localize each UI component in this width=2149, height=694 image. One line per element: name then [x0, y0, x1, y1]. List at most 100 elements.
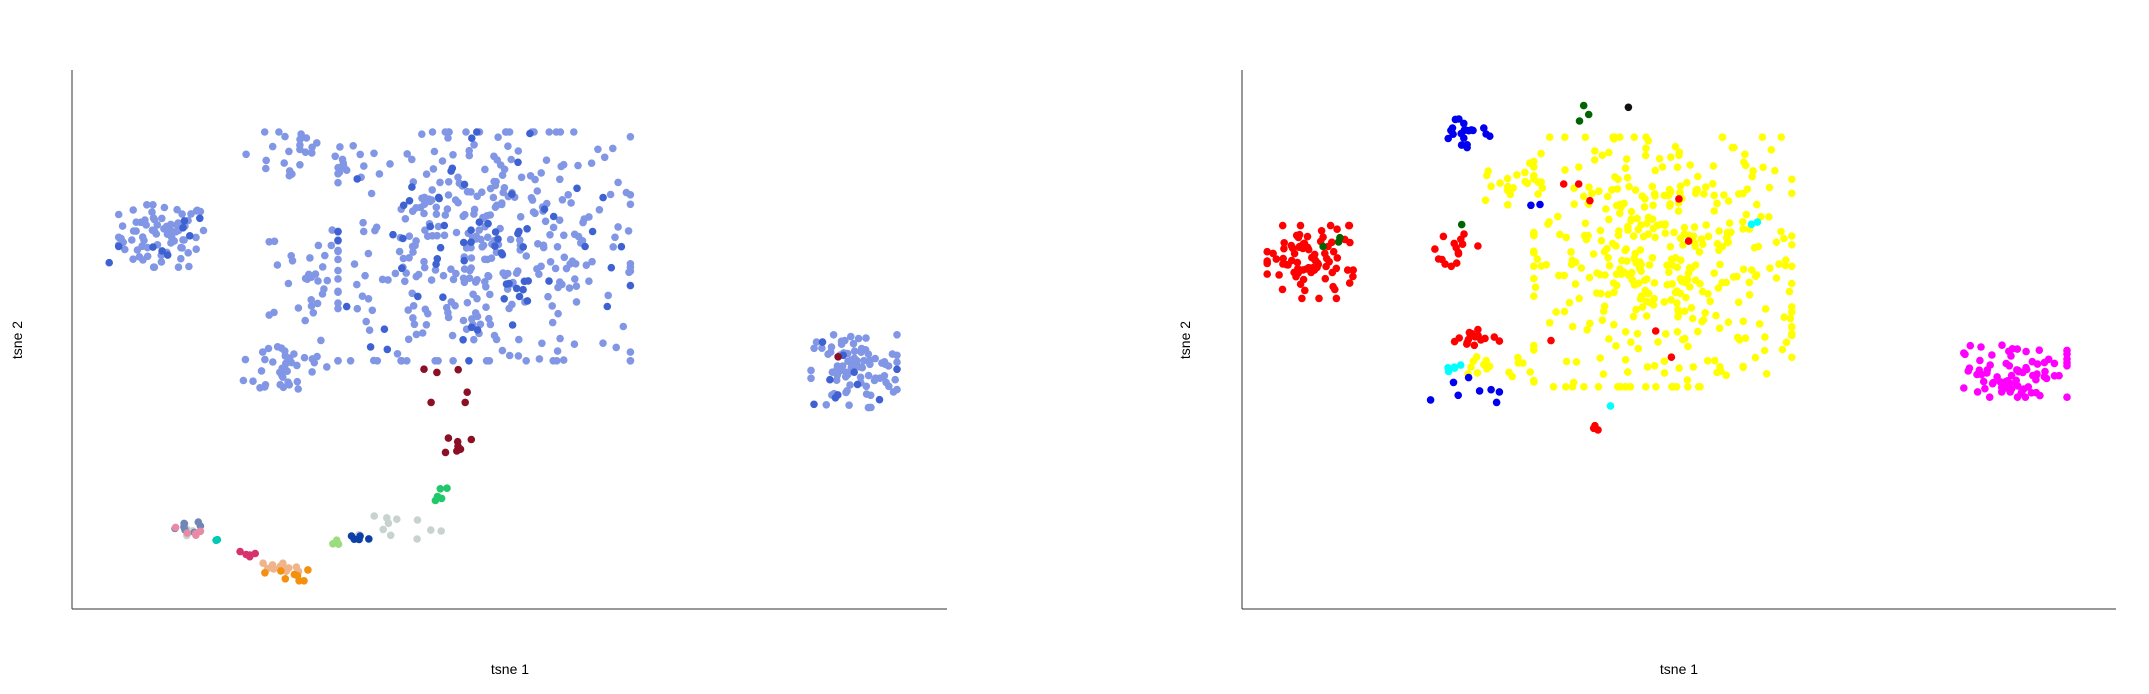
data-point	[1460, 119, 1468, 128]
data-point	[412, 330, 421, 339]
data-point	[1585, 273, 1594, 282]
data-point	[1604, 290, 1613, 299]
data-point	[490, 331, 499, 340]
data-point	[1467, 363, 1475, 371]
data-point	[105, 258, 113, 267]
data-point	[1618, 267, 1626, 276]
data-point	[526, 129, 534, 138]
data-point	[1450, 363, 1459, 372]
data-point	[365, 326, 374, 335]
data-point	[1724, 318, 1733, 327]
data-point	[1741, 150, 1749, 159]
data-point	[1745, 291, 1754, 299]
data-point	[413, 516, 422, 524]
data-point	[1702, 183, 1710, 191]
data-point	[1526, 368, 1534, 376]
data-point	[1701, 309, 1709, 317]
data-point	[1495, 337, 1504, 345]
data-point	[1722, 371, 1730, 380]
data-point	[148, 226, 157, 234]
data-point	[558, 196, 567, 204]
data-point	[241, 355, 250, 364]
data-point	[1328, 268, 1337, 277]
data-point	[1345, 279, 1354, 287]
data-point	[1457, 220, 1466, 229]
data-point	[2006, 388, 2014, 396]
data-point	[885, 382, 893, 391]
data-point	[353, 304, 362, 313]
data-point	[1777, 133, 1786, 141]
data-point	[1454, 248, 1463, 257]
data-point	[335, 168, 344, 177]
data-point	[1509, 184, 1517, 192]
data-point	[1782, 338, 1791, 347]
data-point	[1713, 240, 1722, 248]
data-point	[1608, 186, 1616, 194]
data-point	[537, 169, 545, 177]
data-point	[143, 201, 151, 209]
data-point	[426, 222, 435, 231]
data-point	[436, 243, 445, 252]
data-point	[588, 227, 597, 236]
data-point	[1648, 182, 1657, 191]
data-point	[1710, 191, 1718, 200]
data-point	[196, 527, 205, 536]
data-point	[1687, 264, 1696, 272]
data-point	[810, 344, 818, 353]
data-point	[489, 193, 498, 202]
data-point	[1322, 262, 1330, 271]
data-point	[1651, 327, 1660, 335]
data-point	[365, 535, 373, 543]
data-point	[1710, 269, 1718, 278]
data-point	[375, 170, 384, 178]
data-point	[2018, 387, 2026, 395]
data-point	[297, 130, 305, 138]
data-point	[143, 252, 152, 261]
data-point	[850, 347, 859, 356]
data-point	[418, 329, 427, 337]
data-point	[2012, 379, 2020, 387]
data-point	[386, 531, 395, 540]
data-point	[279, 383, 288, 392]
data-point	[334, 228, 342, 236]
data-point	[1739, 189, 1747, 198]
data-point	[467, 435, 476, 444]
data-point	[824, 350, 832, 359]
data-point	[533, 187, 542, 195]
data-point	[285, 147, 293, 156]
data-point	[850, 368, 858, 377]
data-point	[1745, 278, 1754, 287]
data-point	[1976, 356, 1984, 365]
data-point	[523, 297, 532, 305]
data-point	[1579, 192, 1588, 201]
data-point	[1586, 196, 1594, 205]
data-point	[334, 266, 342, 275]
data-point	[1781, 261, 1790, 270]
data-point	[149, 243, 157, 251]
data-point	[1742, 210, 1751, 219]
data-point	[1464, 373, 1473, 382]
data-point	[1451, 115, 1460, 124]
data-point	[404, 335, 413, 344]
data-point	[866, 360, 874, 369]
data-point	[546, 231, 554, 239]
data-point	[372, 223, 381, 232]
data-point	[556, 175, 564, 184]
data-point	[1771, 166, 1779, 175]
data-point	[1560, 307, 1569, 316]
data-point	[409, 314, 417, 322]
data-point	[1782, 256, 1790, 264]
data-point	[1333, 254, 1342, 262]
data-point	[473, 192, 482, 201]
data-point	[358, 292, 367, 301]
data-point	[1780, 313, 1788, 322]
data-point	[1263, 257, 1271, 265]
data-point	[622, 188, 631, 197]
data-point	[129, 255, 137, 263]
data-point	[570, 128, 578, 136]
data-point	[831, 394, 840, 402]
data-point	[1568, 383, 1577, 391]
data-point	[1334, 238, 1343, 246]
data-point	[508, 190, 516, 198]
data-point	[420, 200, 429, 208]
